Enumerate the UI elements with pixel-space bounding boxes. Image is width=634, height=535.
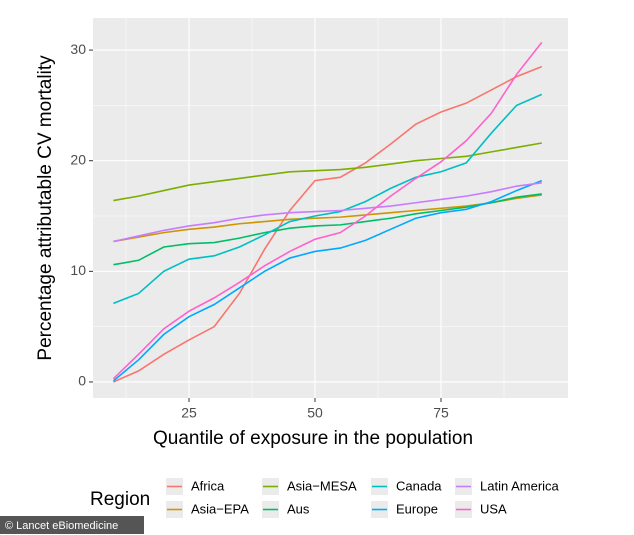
series-line (113, 93, 543, 305)
x-tick-label: 25 (181, 405, 197, 421)
y-axis-title: Percentage attributable CV mortality (35, 55, 56, 361)
series-line (113, 193, 542, 266)
y-tick-label: 10 (70, 262, 86, 278)
series-line (113, 142, 542, 202)
series-line (112, 41, 543, 380)
legend-label: Aus (287, 501, 310, 516)
panel (93, 18, 568, 398)
series-line (113, 182, 542, 243)
x-tick-label: 50 (307, 405, 323, 421)
x-tick-label: 75 (433, 405, 449, 421)
legend-label: Canada (396, 478, 442, 493)
watermark: © Lancet eBiomedicine (5, 520, 118, 532)
legend-title: Region (90, 489, 150, 510)
y-tick-label: 30 (70, 41, 86, 57)
series-line (112, 179, 543, 382)
y-tick-label: 0 (78, 373, 86, 389)
legend-label: Asia−MESA (287, 478, 357, 493)
x-axis-title: Quantile of exposure in the population (153, 428, 473, 449)
legend-label: Asia−EPA (191, 501, 249, 516)
legend-label: USA (480, 501, 507, 516)
y-tick-label: 20 (70, 151, 86, 167)
series-line (113, 65, 543, 383)
series-line (113, 194, 542, 243)
legend-label: Europe (396, 501, 438, 516)
legend-label: Latin America (480, 478, 560, 493)
watermark-bg (0, 516, 144, 534)
legend-label: Africa (191, 478, 225, 493)
